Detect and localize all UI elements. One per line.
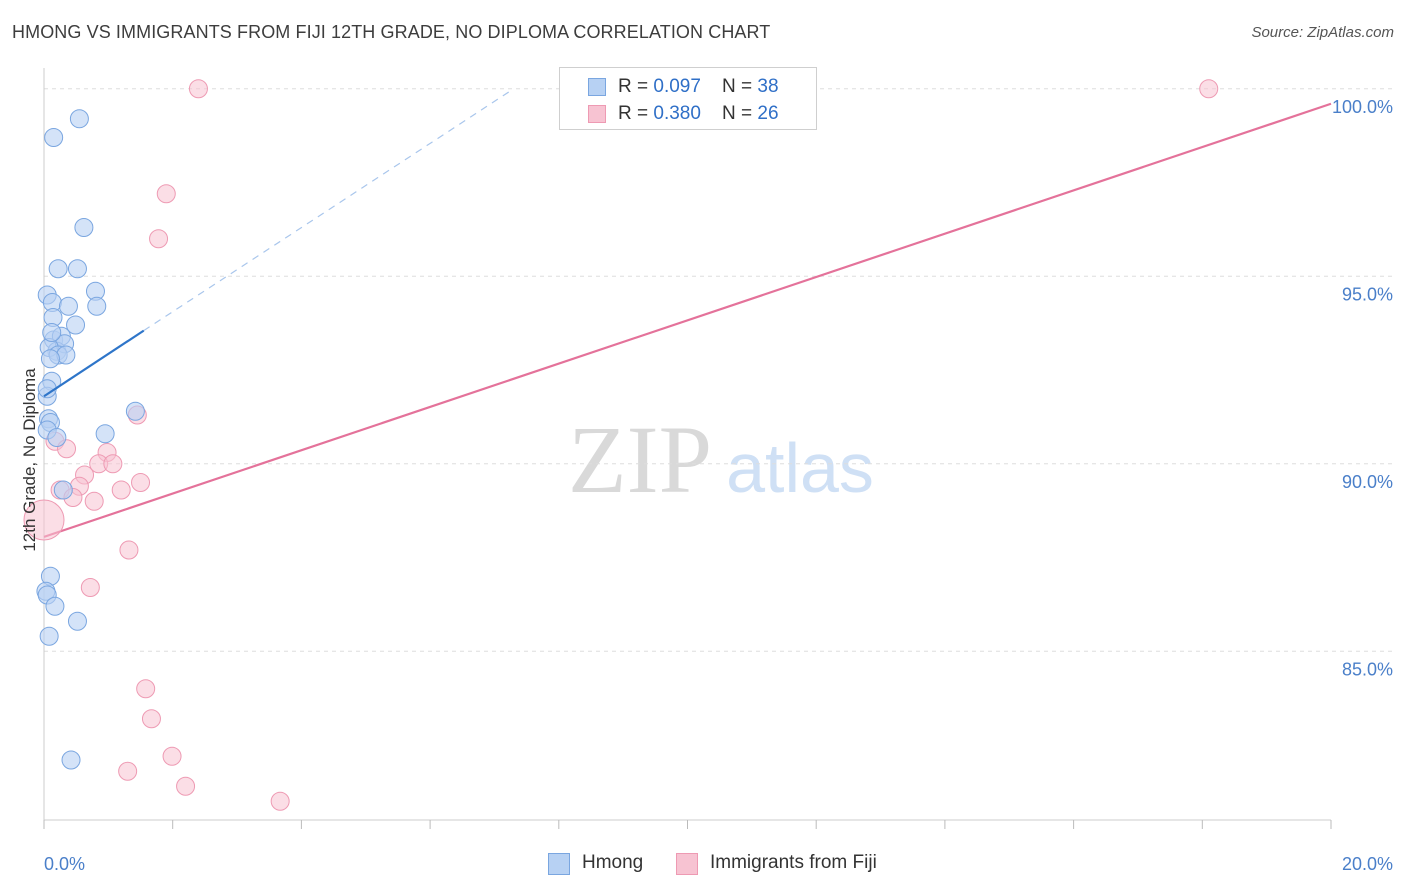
fiji-trend-line xyxy=(43,102,1332,538)
hmong-point xyxy=(45,596,65,616)
x-tick-label: 0.0% xyxy=(44,854,85,874)
hmong-point xyxy=(58,296,78,316)
fiji-point xyxy=(111,480,131,500)
hmong-point xyxy=(125,401,145,421)
fiji-point xyxy=(270,791,290,811)
fiji-point xyxy=(119,540,139,560)
y-tick-label: 85.0% xyxy=(1342,659,1393,679)
hmong-point xyxy=(69,109,89,129)
trend-lines xyxy=(43,88,1332,538)
fiji-point xyxy=(80,578,100,597)
watermark-atlas: atlas xyxy=(726,429,874,507)
hmong-point xyxy=(61,750,81,770)
fiji-point xyxy=(118,761,138,781)
data-points xyxy=(23,79,1219,811)
hmong-point xyxy=(95,424,115,444)
hmong-point xyxy=(42,323,62,342)
fiji-point xyxy=(188,79,208,99)
hmong-point xyxy=(39,626,59,646)
y-tick-label: 100.0% xyxy=(1332,97,1393,117)
fiji-point xyxy=(149,229,169,249)
hmong-point xyxy=(66,315,86,335)
hmong-point xyxy=(74,218,94,237)
hmong-point xyxy=(53,480,73,500)
legend-r-label: R = xyxy=(618,76,654,97)
chart-title: HMONG VS IMMIGRANTS FROM FIJI 12TH GRADE… xyxy=(12,22,771,42)
legend-r-value: 0.097 xyxy=(653,76,701,97)
fiji-point xyxy=(131,473,151,492)
fiji-point xyxy=(136,679,156,699)
correlation-legend: R = 0.097 N = 38 R = 0.380 N = 26 xyxy=(559,67,817,130)
hmong-point xyxy=(40,349,60,369)
hmong-point xyxy=(44,128,64,147)
source-label: Source: ZipAtlas.com xyxy=(1251,24,1394,41)
legend-n-label: N = xyxy=(722,76,758,97)
legend-n-value: 26 xyxy=(757,103,779,124)
fiji-point xyxy=(23,499,65,541)
legend-n-value: 38 xyxy=(757,76,779,97)
axes xyxy=(43,68,1332,829)
legend-r-label: R = xyxy=(618,103,654,124)
hmong-point xyxy=(67,259,87,279)
legend-n-label: N = xyxy=(722,103,758,124)
hmong-point xyxy=(87,296,107,316)
fiji-point xyxy=(141,709,161,729)
hmong-point xyxy=(67,611,87,631)
watermark: ZIP atlas xyxy=(568,406,874,513)
legend-label-hmong: Hmong xyxy=(582,852,644,873)
legend-swatch-hmong xyxy=(548,853,570,875)
legend-r-value: 0.380 xyxy=(653,103,701,124)
tick-labels: 85.0% 90.0% 95.0% 100.0% 0.0% 20.0% xyxy=(44,97,1393,874)
fiji-point xyxy=(162,746,182,766)
fiji-point xyxy=(84,491,104,511)
hmong-point xyxy=(47,428,67,447)
y-axis-title: 12th Grade, No Diploma xyxy=(20,368,39,552)
watermark-zip: ZIP xyxy=(568,406,712,513)
legend-swatch-hmong xyxy=(588,78,606,96)
gridlines xyxy=(44,88,1392,652)
x-tick-label: 20.0% xyxy=(1342,854,1393,874)
legend-swatch-fiji xyxy=(588,105,606,123)
hmong-trend-extension xyxy=(143,88,515,332)
hmong-point xyxy=(48,259,68,279)
fiji-point xyxy=(156,184,176,204)
fiji-point xyxy=(1199,79,1219,99)
legend-label-fiji: Immigrants from Fiji xyxy=(710,852,877,873)
fiji-point xyxy=(176,776,196,796)
y-tick-label: 90.0% xyxy=(1342,472,1393,492)
fiji-point xyxy=(103,454,123,474)
hmong-trend-line xyxy=(43,329,145,398)
legend-swatch-fiji xyxy=(676,853,698,875)
y-tick-label: 95.0% xyxy=(1342,284,1393,304)
